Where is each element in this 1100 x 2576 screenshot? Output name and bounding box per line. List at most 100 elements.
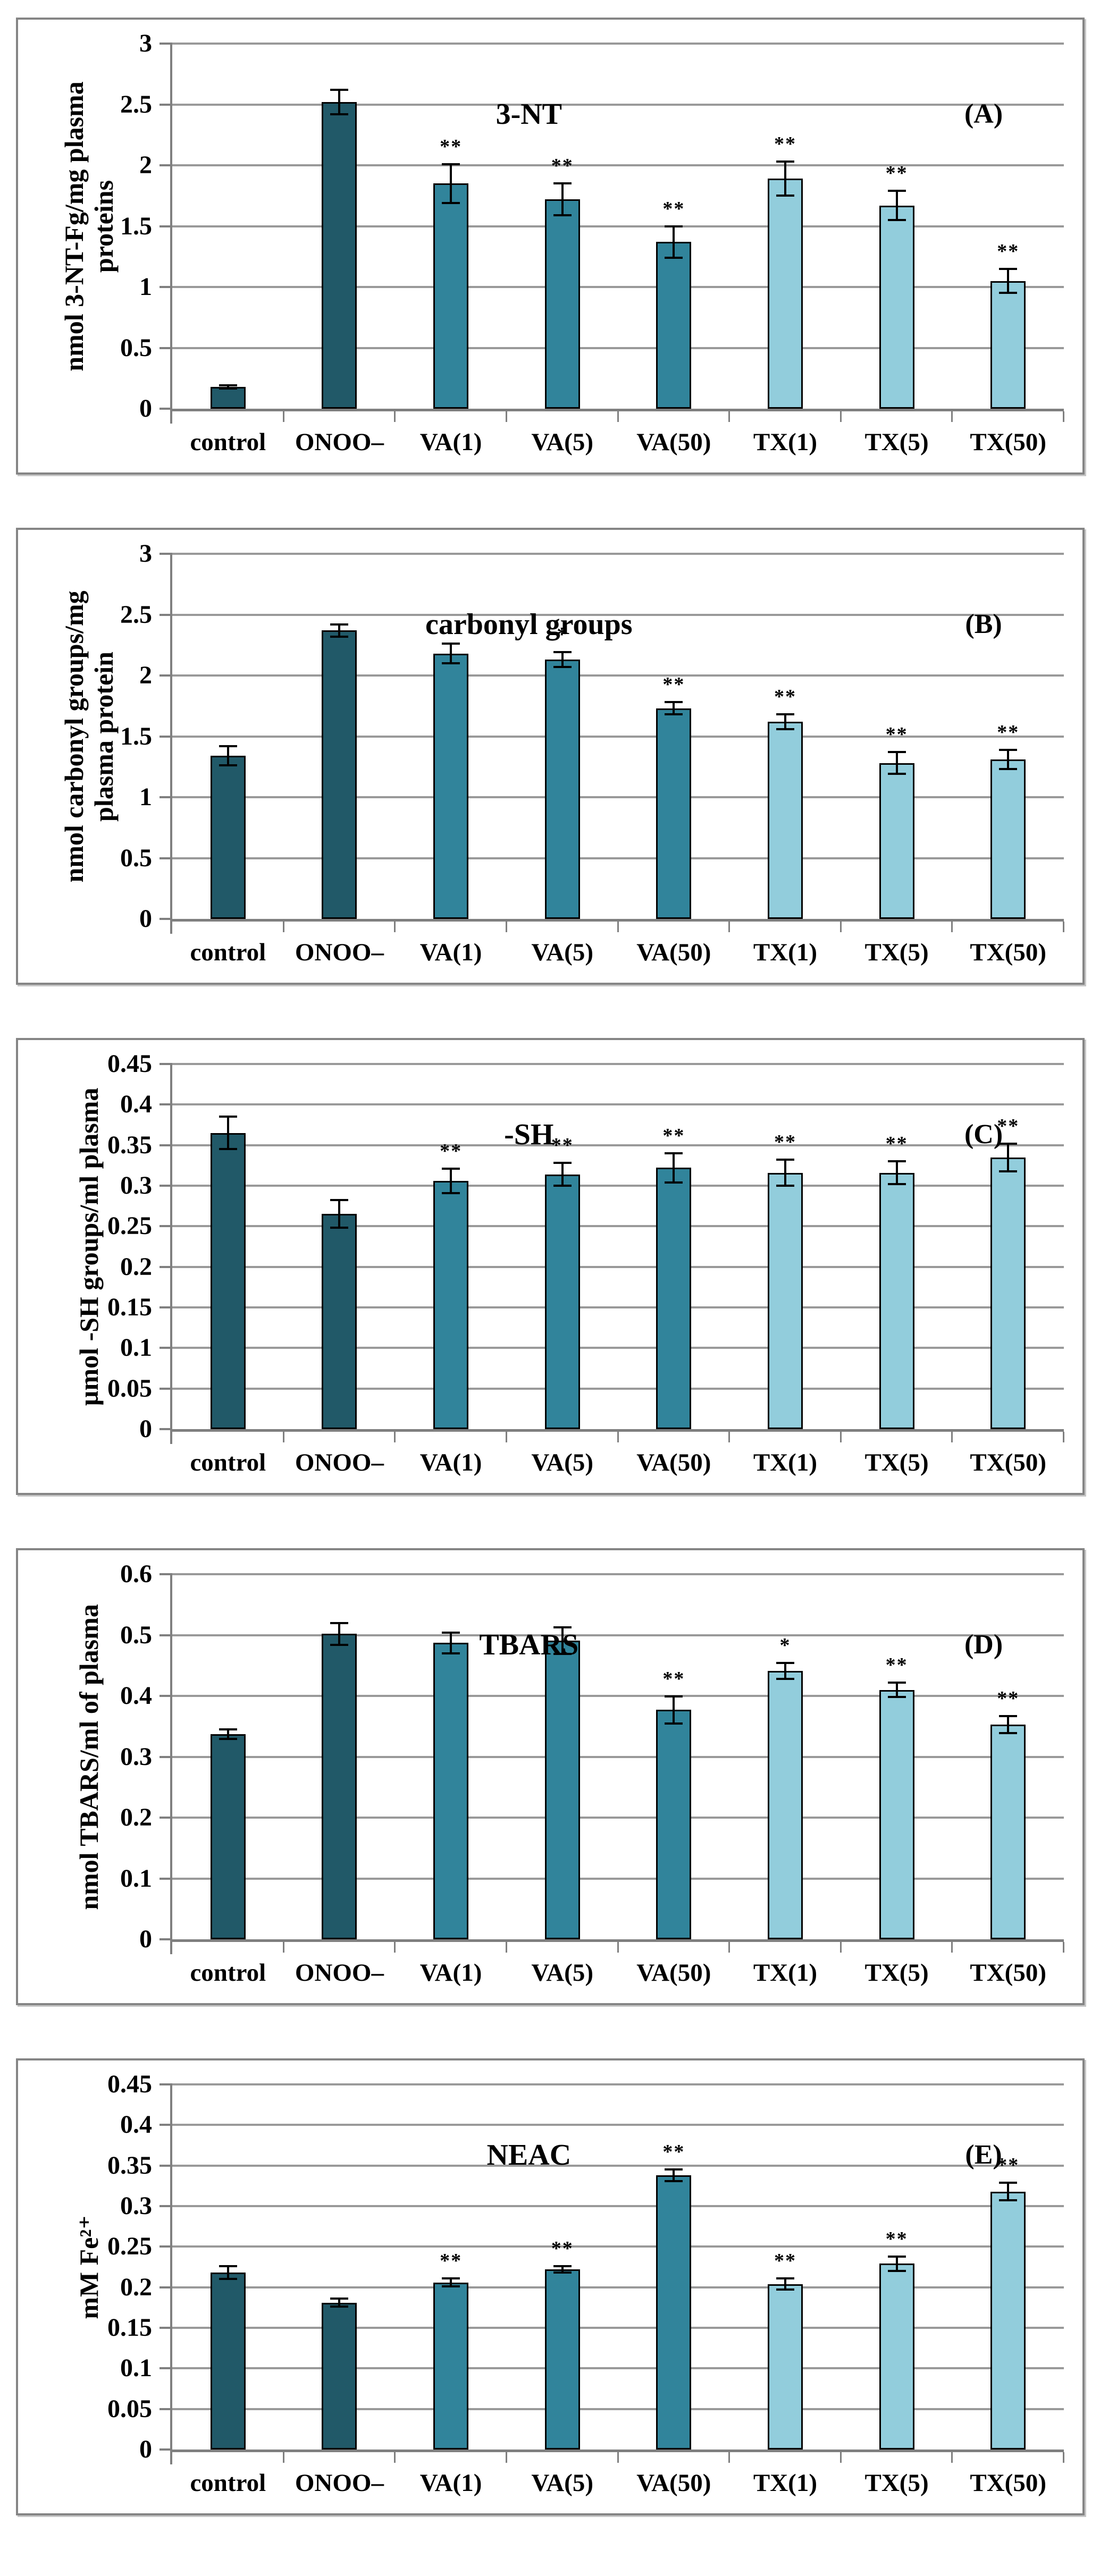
panel-letter: (A) [964,99,1003,129]
gridline [172,1306,1064,1308]
error-bar-line [895,1161,898,1184]
y-tick-label: 2 [139,151,152,179]
x-axis-label: VA(50) [636,428,711,456]
error-bar-cap-bottom [330,2305,349,2308]
error-bar-cap-top [887,751,906,754]
y-tick-label: 0 [139,905,152,933]
error-bar-cap-bottom [442,662,460,665]
y-tick-label: 0.5 [120,1620,152,1649]
y-tick-label: 0.35 [107,2151,152,2180]
y-tick-label: 0.4 [120,1090,152,1119]
y-tick-label: 0.35 [107,1130,152,1159]
x-axis-label: ONOO– [295,939,384,966]
gridline [172,1755,1064,1758]
x-axis-label: control [190,428,266,456]
x-tick-mark [394,922,396,932]
error-bar-line [673,702,675,715]
error-bar-cap-top [665,1152,683,1154]
bar-va1 [433,1180,469,1429]
significance-marker: ** [551,2237,574,2260]
error-bar-cap-top [887,1160,906,1163]
bar-va1 [433,2282,469,2450]
bar-onoo [322,2302,357,2450]
x-axis-line [170,2450,1064,2452]
x-tick-mark [728,1942,730,1953]
y-tick-label: 0.3 [120,1171,152,1200]
y-tick-mark [159,1103,172,1106]
x-tick-mark [728,922,730,932]
error-bar-cap-bottom [665,2180,683,2182]
gridline [172,1387,1064,1390]
bar-control [210,756,246,919]
significance-marker: ** [885,1133,908,1155]
error-bar-line [450,1168,452,1193]
y-tick-mark [159,1695,172,1697]
y-tick-mark [159,918,172,920]
x-axis-label: VA(5) [531,2469,593,2497]
y-tick-label: 0 [139,1415,152,1443]
error-bar-cap-top [999,748,1018,751]
figure-root: nmol 3-NT-Fg/mg plasma proteins 0 0.5 1 1.5 2… [0,18,1100,2515]
y-tick-label: 0 [139,2435,152,2463]
x-axis-label: TX(1) [753,2469,817,2497]
y-tick-label: 0.15 [107,1293,152,1321]
x-axis-label: TX(50) [970,1959,1046,1987]
x-axis-line [170,919,1064,922]
y-tick-label: 0.25 [107,1212,152,1240]
bar-tx1 [767,2284,803,2450]
y-tick-mark [159,2286,172,2288]
x-axis-label: TX(50) [970,939,1046,966]
bar-va5 [544,1640,580,1939]
bar-va5 [544,1174,580,1429]
error-bar-cap-bottom [887,219,906,222]
gridline [172,1573,1064,1575]
gridline [172,2327,1064,2329]
y-axis-line [170,44,172,424]
panel-letter: (E) [965,2140,1002,2170]
bar-tx50 [990,759,1026,919]
error-bar-line [450,164,452,203]
significance-marker: ** [774,686,796,708]
y-tick-label: 0.45 [107,1050,152,1078]
bar-tx5 [879,1172,914,1429]
y-axis-line [170,1064,172,1444]
x-tick-mark [1063,1942,1064,1953]
y-tick-mark [159,1573,172,1575]
gridline [172,1265,1064,1268]
error-bar-cap-top [553,651,572,654]
y-tick-mark [159,2124,172,2126]
gridline [172,1144,1064,1146]
bar-tx5 [879,1690,914,1939]
error-bar-cap-top [999,2181,1018,2184]
gridline [172,553,1064,555]
gridline [172,103,1064,106]
y-tick-mark [159,1877,172,1880]
y-tick-mark [159,1428,172,1430]
bar-onoo [322,630,357,919]
y-tick-mark [159,347,172,349]
x-tick-mark [1063,922,1064,932]
x-tick-mark [617,1942,619,1953]
y-tick-mark [159,1265,172,1268]
x-axis-label: TX(5) [864,1449,929,1476]
error-bar-cap-bottom [330,113,349,115]
error-bar-line [1007,2182,1010,2201]
x-axis-label: TX(50) [970,2469,1046,2497]
x-tick-mark [1063,2452,1064,2463]
x-tick-mark [394,1432,396,1442]
x-tick-mark [617,411,619,422]
bar-control [210,386,246,409]
error-bar-line [450,2278,452,2287]
y-tick-label: 0.4 [120,2110,152,2139]
y-tick-label: 3 [139,29,152,57]
y-axis-line [170,554,172,934]
y-tick-mark [159,553,172,555]
chart-title: carbonyl groups [425,608,633,641]
x-axis-label: ONOO– [295,1449,384,1476]
error-bar-line [226,385,229,388]
y-tick-mark [159,164,172,166]
error-bar-cap-top [999,1714,1018,1717]
significance-marker: ** [662,1668,685,1691]
y-tick-mark [159,2205,172,2207]
significance-marker: ** [997,240,1020,263]
